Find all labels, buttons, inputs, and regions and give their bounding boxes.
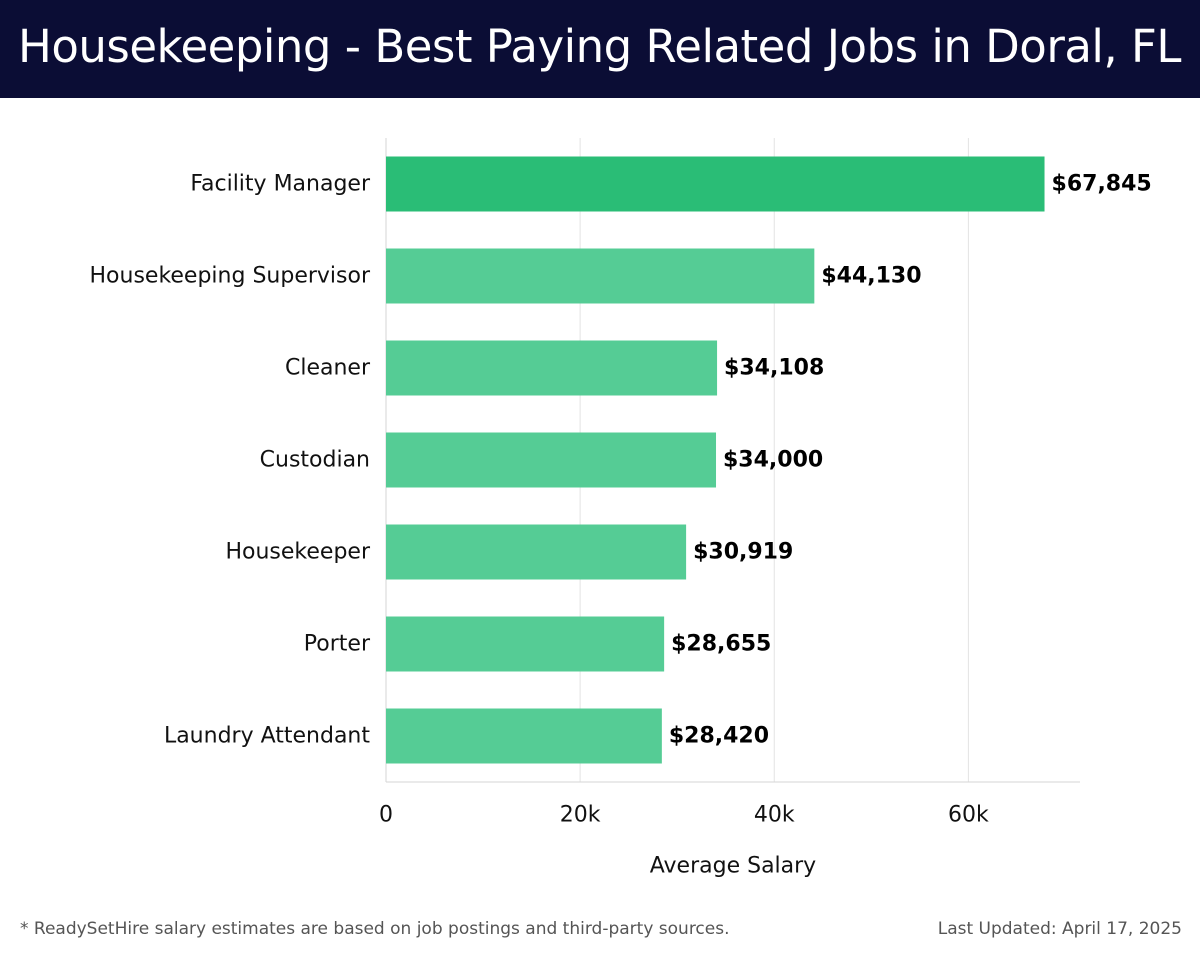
category-label: Custodian [260, 448, 370, 473]
x-axis-label: Average Salary [650, 854, 816, 879]
x-tick-label: 0 [379, 803, 393, 828]
category-label: Housekeeper [225, 540, 370, 565]
bar [386, 616, 665, 672]
bar [386, 156, 1045, 212]
footer-note: * ReadySetHire salary estimates are base… [20, 919, 730, 939]
value-label: $34,108 [724, 356, 824, 381]
bar [386, 340, 718, 396]
x-tick-label: 60k [948, 803, 989, 828]
value-label: $28,420 [669, 724, 769, 749]
category-label: Porter [304, 632, 371, 657]
value-label: $67,845 [1052, 172, 1152, 197]
x-tick-label: 20k [560, 803, 601, 828]
category-label: Cleaner [285, 356, 371, 381]
value-label: $30,919 [693, 540, 793, 565]
bar [386, 248, 815, 304]
title-banner: Housekeeping - Best Paying Related Jobs … [0, 0, 1200, 98]
category-label: Facility Manager [190, 172, 371, 197]
category-label: Laundry Attendant [164, 724, 370, 749]
category-label: Housekeeping Supervisor [90, 264, 371, 289]
value-label: $28,655 [671, 632, 771, 657]
x-tick-label: 40k [754, 803, 795, 828]
bar [386, 524, 687, 580]
bar [386, 432, 717, 488]
page-title: Housekeeping - Best Paying Related Jobs … [18, 20, 1181, 73]
bar [386, 708, 662, 764]
last-updated: Last Updated: April 17, 2025 [937, 919, 1182, 939]
value-label: $34,000 [723, 448, 823, 473]
value-label: $44,130 [821, 264, 921, 289]
